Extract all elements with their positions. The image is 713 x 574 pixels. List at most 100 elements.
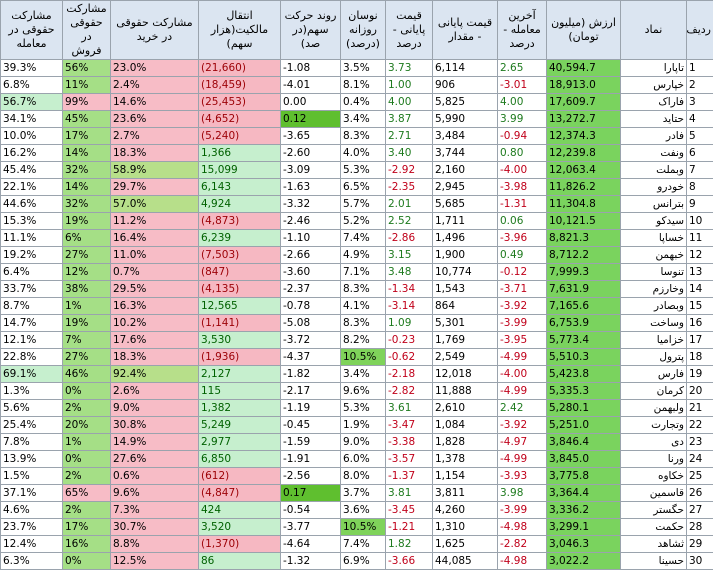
table-cell: دی [620, 433, 687, 451]
table-cell: 12,018 [432, 365, 498, 383]
table-cell: -3.99 [497, 314, 547, 332]
table-cell: خودرو [620, 178, 687, 196]
table-cell: 5,825 [432, 93, 498, 111]
table-cell: 45% [62, 110, 111, 128]
table-cell: 10 [686, 212, 713, 230]
table-cell: 1% [62, 433, 111, 451]
table-cell: 4.00 [497, 93, 547, 111]
table-cell: 2.6% [110, 382, 199, 400]
table-row: 15 وبصادر 7,165.6 -3.92 864 -3.14 4.1% -0.78 12,… [0, 297, 713, 315]
table-cell: 20 [686, 382, 713, 400]
table-cell: 6.8% [0, 76, 63, 94]
table-cell: 58.9% [110, 161, 199, 179]
table-cell: -3.65 [280, 127, 341, 145]
table-cell: 4 [686, 110, 713, 128]
table-cell: 5,990 [432, 110, 498, 128]
table-cell: 3.4% [340, 365, 386, 383]
table-cell: 23 [686, 433, 713, 451]
table-cell: 56.7% [0, 93, 63, 111]
table-cell: 424 [198, 501, 281, 519]
table-row: 29 ثشاهد 3,046.3 -2.82 1,625 1.82 7.4% -4.64 (1,… [0, 535, 713, 553]
table-cell: ولبهمن [620, 399, 687, 417]
table-cell: 0.49 [497, 246, 547, 264]
table-cell: 33.7% [0, 280, 63, 298]
table-cell: 1,310 [432, 518, 498, 536]
table-cell: -2.86 [385, 229, 433, 247]
table-cell: 39.3% [0, 59, 63, 77]
table-cell: -3.98 [497, 178, 547, 196]
table-cell: 3.5% [340, 59, 386, 77]
table-cell: 18.3% [110, 144, 199, 162]
table-cell: 5,301 [432, 314, 498, 332]
table-cell: 8.1% [340, 76, 386, 94]
table-cell: 3.4% [340, 110, 386, 128]
table-cell: 26 [686, 484, 713, 502]
table-cell: 16.2% [0, 144, 63, 162]
table-cell: خزامیا [620, 331, 687, 349]
table-row: 10 سیدکو 10,121.5 0.06 1,711 2.52 5.2% -2.46 (4,… [0, 212, 713, 230]
table-cell: -3.09 [280, 161, 341, 179]
table-cell: 11,826.2 [546, 178, 621, 196]
table-cell: 0.00 [280, 93, 341, 111]
table-cell: -3.57 [385, 450, 433, 468]
table-cell: -3.72 [280, 331, 341, 349]
table-cell: 3.7% [340, 484, 386, 502]
table-cell: 22.1% [0, 178, 63, 196]
table-cell: 92.4% [110, 365, 199, 383]
table-row: 19 فارس 5,423.8 -4.00 12,018 -2.18 3.4% -1.82 2,… [0, 365, 713, 383]
table-cell: 30.8% [110, 416, 199, 434]
table-cell: 8.3% [340, 314, 386, 332]
table-row: 25 خکاوه 3,775.8 -3.93 1,154 -1.37 8.0% -2.56 (6… [0, 467, 713, 485]
table-cell: 20% [62, 416, 111, 434]
table-cell: 3,336.2 [546, 501, 621, 519]
table-cell: 17 [686, 331, 713, 349]
table-row: 6 ونفت 12,239.8 0.80 3,744 3.40 4.0% -2.60 1,366… [0, 144, 713, 162]
table-cell: 7,999.3 [546, 263, 621, 281]
table-cell: 44,085 [432, 552, 498, 570]
table-cell: -3.71 [497, 280, 547, 298]
table-cell: 6,143 [198, 178, 281, 196]
table-cell: سیدکو [620, 212, 687, 230]
table-cell: -1.31 [497, 195, 547, 213]
table-cell: 8.2% [340, 331, 386, 349]
table-cell: -4.00 [497, 365, 547, 383]
table-cell: وتجارت [620, 416, 687, 434]
table-cell: 4,260 [432, 501, 498, 519]
table-cell: 23.0% [110, 59, 199, 77]
table-cell: (7,503) [198, 246, 281, 264]
table-cell: 1,543 [432, 280, 498, 298]
table-cell: ورنا [620, 450, 687, 468]
table-cell: -3.95 [497, 331, 547, 349]
table-cell: -3.32 [280, 195, 341, 213]
table-cell: 7.4% [340, 229, 386, 247]
table-cell: -1.32 [280, 552, 341, 570]
table-cell: 1% [62, 297, 111, 315]
table-cell: 12 [686, 246, 713, 264]
table-cell: 1,382 [198, 399, 281, 417]
table-cell: 6,114 [432, 59, 498, 77]
table-cell: 15,099 [198, 161, 281, 179]
table-cell: 3.15 [385, 246, 433, 264]
table-cell: فارس [620, 365, 687, 383]
table-cell: 10.2% [110, 314, 199, 332]
table-cell: 2% [62, 399, 111, 417]
table-cell: 8 [686, 178, 713, 196]
table-cell: 40,594.7 [546, 59, 621, 77]
table-cell: -3.96 [497, 229, 547, 247]
table-cell: -1.21 [385, 518, 433, 536]
table-cell: -3.92 [497, 297, 547, 315]
table-row: 17 خزامیا 5,773.4 -3.95 1,769 -0.23 8.2% -3.72 3… [0, 331, 713, 349]
table-cell: 14 [686, 280, 713, 298]
table-cell: 0% [62, 382, 111, 400]
table-cell: 7 [686, 161, 713, 179]
table-cell: -4.99 [497, 450, 547, 468]
table-cell: 9.6% [340, 382, 386, 400]
table-row: 3 فاراک 17,609.7 4.00 5,825 4.00 0.4% 0.00 (25,4… [0, 93, 713, 111]
table-row: 18 پترول 5,510.3 -4.99 2,549 -0.62 10.5% -4.37(… [0, 348, 713, 366]
table-cell: 12.5% [110, 552, 199, 570]
table-cell: 15 [686, 297, 713, 315]
table-cell: 13.9% [0, 450, 63, 468]
table-cell: 0.06 [497, 212, 547, 230]
table-cell: 16% [62, 535, 111, 553]
